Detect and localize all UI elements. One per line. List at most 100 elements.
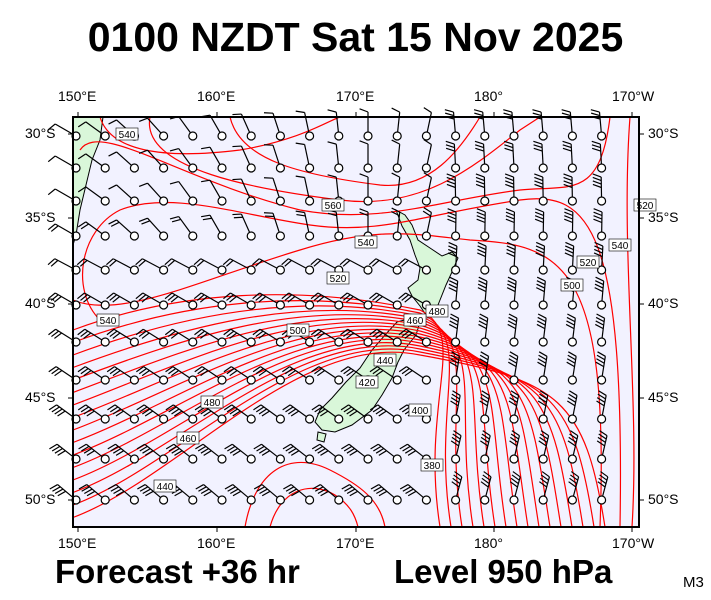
contour-label: 540 bbox=[96, 313, 120, 327]
wind-barb bbox=[369, 328, 402, 347]
svg-text:500: 500 bbox=[564, 281, 581, 292]
wind-barb bbox=[253, 443, 285, 464]
wind-barb bbox=[562, 140, 578, 173]
wind-barb bbox=[567, 430, 579, 464]
contour-label: 460 bbox=[176, 431, 200, 445]
wind-barb bbox=[509, 471, 521, 505]
wind-barb bbox=[594, 276, 607, 310]
wind-barb bbox=[165, 366, 198, 385]
contour-line bbox=[72, 294, 444, 528]
wind-barb bbox=[391, 107, 402, 141]
wind-barb bbox=[195, 484, 227, 505]
wind-barb bbox=[449, 313, 461, 347]
svg-text:520: 520 bbox=[330, 274, 347, 285]
wind-barb bbox=[509, 430, 520, 464]
wind-barb bbox=[253, 404, 285, 424]
wind-barb bbox=[312, 484, 344, 505]
contour-label: 420 bbox=[355, 375, 379, 389]
lon-label-top: 170°W bbox=[612, 88, 655, 104]
wind-barb bbox=[77, 292, 110, 310]
wind-barb bbox=[194, 366, 227, 385]
wind-barb bbox=[340, 404, 373, 424]
svg-text:500: 500 bbox=[290, 326, 307, 337]
wind-barb bbox=[564, 241, 578, 275]
svg-text:380: 380 bbox=[424, 461, 441, 472]
svg-text:560: 560 bbox=[325, 201, 342, 212]
wind-barb bbox=[193, 292, 227, 310]
wind-barb bbox=[201, 179, 227, 206]
wind-barb bbox=[311, 443, 344, 464]
svg-text:540: 540 bbox=[612, 241, 629, 252]
wind-barb bbox=[398, 328, 431, 347]
wind-barb bbox=[311, 366, 344, 385]
wind-barb bbox=[537, 351, 548, 385]
wind-barb bbox=[536, 313, 548, 347]
wind-barb bbox=[534, 173, 548, 206]
wind-barb bbox=[169, 181, 198, 206]
wind-barb bbox=[282, 443, 315, 464]
wind-barb bbox=[193, 258, 227, 275]
wind-barb bbox=[563, 173, 578, 206]
wind-barb bbox=[391, 139, 402, 173]
wind-barb bbox=[201, 146, 227, 173]
wind-barb bbox=[135, 258, 169, 275]
wind-barb bbox=[76, 258, 110, 275]
wind-barb bbox=[282, 404, 315, 424]
lat-label-right: 40°S bbox=[648, 295, 679, 311]
wind-barb bbox=[448, 276, 461, 310]
wind-barb bbox=[263, 177, 285, 206]
wind-barb bbox=[310, 328, 344, 347]
contour-label: 520 bbox=[326, 271, 350, 285]
wind-barb bbox=[77, 121, 110, 141]
lon-label-top: 160°E bbox=[197, 88, 236, 104]
wind-barb bbox=[341, 484, 373, 505]
contour-label: 400 bbox=[408, 403, 432, 417]
wind-barb bbox=[533, 140, 548, 173]
svg-text:520: 520 bbox=[637, 201, 654, 212]
wind-barb bbox=[595, 313, 607, 347]
wind-barb bbox=[477, 241, 490, 275]
wind-barb bbox=[223, 328, 256, 347]
wind-barb bbox=[78, 443, 110, 464]
wind-barb bbox=[224, 443, 256, 464]
wind-barb bbox=[77, 221, 110, 241]
lon-label-top: 180° bbox=[474, 88, 503, 104]
svg-text:460: 460 bbox=[407, 316, 424, 327]
wind-barb bbox=[479, 390, 490, 424]
wind-barb bbox=[450, 390, 461, 424]
wind-barb bbox=[137, 484, 169, 505]
svg-text:540: 540 bbox=[119, 130, 136, 141]
wind-barb bbox=[536, 276, 548, 310]
wind-barb bbox=[108, 151, 139, 173]
wind-barb bbox=[224, 484, 256, 505]
wind-barb bbox=[283, 484, 315, 505]
wind-barb bbox=[503, 109, 519, 141]
wind-barb bbox=[421, 139, 432, 173]
wind-barb bbox=[534, 208, 548, 241]
wind-barb bbox=[311, 404, 344, 424]
wind-barb bbox=[232, 113, 256, 141]
wind-barb bbox=[201, 214, 227, 241]
wind-barb bbox=[369, 292, 402, 310]
svg-text:540: 540 bbox=[100, 316, 117, 327]
wind-barb bbox=[450, 430, 462, 464]
wind-barb bbox=[327, 109, 344, 141]
wind-barb bbox=[107, 443, 139, 464]
wind-barb bbox=[506, 276, 519, 310]
wind-barb bbox=[138, 217, 169, 241]
wind-barb bbox=[232, 178, 256, 206]
wind-barb bbox=[77, 186, 110, 206]
wind-barb bbox=[508, 351, 519, 385]
contour-line bbox=[72, 348, 595, 528]
axis-ticks bbox=[68, 112, 644, 532]
wind-barb bbox=[564, 208, 578, 241]
wind-barb bbox=[505, 208, 519, 241]
svg-text:400: 400 bbox=[412, 406, 429, 417]
wind-barb bbox=[590, 109, 607, 141]
lat-label-right: 45°S bbox=[648, 389, 679, 405]
wind-barb bbox=[77, 328, 110, 347]
lon-label-bot: 170°W bbox=[612, 535, 655, 551]
wind-barb bbox=[369, 404, 402, 424]
wind-barb bbox=[359, 140, 373, 173]
